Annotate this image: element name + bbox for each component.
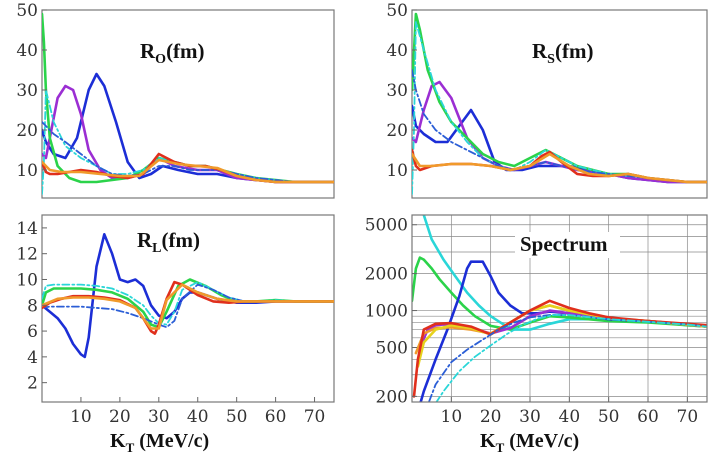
xlabel-main: K (110, 430, 126, 452)
plot-frame (411, 9, 708, 199)
plot-frame (41, 9, 335, 199)
xlabel-rest: (MeV/c) (134, 430, 209, 452)
x-tick-label: 40 (559, 407, 581, 427)
panel-title: RO(fm) (140, 39, 205, 67)
xlabel-sub: T (126, 440, 135, 455)
x-tick-label: 20 (109, 407, 131, 427)
panel-rl: 2 4 6 8 10 12 14 10 20 30 40 50 60 70 RL(fm) KT (MeV/… (16, 214, 335, 455)
x-tick-label: 30 (148, 407, 170, 427)
y-tick-label: 40 (386, 41, 408, 61)
title-rest: (fm) (162, 228, 200, 252)
x-tick-label: 50 (226, 407, 248, 427)
series-line-cyan-dashed (435, 314, 707, 402)
y-tick-label: 50 (386, 1, 408, 21)
title-sub: L (152, 241, 161, 256)
series-line-cyan-dashed (42, 89, 334, 195)
y-tick-label: 10 (386, 161, 408, 181)
x-tick-label: 40 (187, 407, 209, 427)
x-axis-label: KT (MeV/c) (480, 430, 579, 455)
y-tick-label: 5000 (365, 216, 408, 236)
y-tick-label: 6 (27, 322, 38, 342)
y-tick-label: 500 (376, 339, 408, 359)
y-tick-label: 20 (16, 121, 38, 141)
y-tick-label: 12 (16, 245, 38, 265)
panel-title: RS(fm) (532, 39, 593, 67)
y-tick-label: 30 (16, 81, 38, 101)
panel-title: RL(fm) (137, 228, 200, 256)
series-line-blue-dashed (427, 314, 707, 402)
series-line-blue-dashed (42, 283, 334, 329)
x-tick-label: 20 (480, 407, 502, 427)
plot-frame (411, 214, 708, 403)
x-tick-label: 60 (637, 407, 659, 427)
title-rest: (fm) (555, 39, 593, 63)
series-line-green (412, 256, 707, 331)
panel-rs: 10 20 30 40 50 RS(fm) (386, 1, 708, 199)
series-line-blue-dashed (42, 121, 334, 183)
y-tick-label: 4 (27, 348, 38, 368)
title-main: R (140, 39, 156, 63)
title-sub: S (547, 52, 555, 67)
title-rest: (fm) (166, 39, 204, 63)
panel-title: Spectrum (520, 232, 608, 256)
y-tick-label: 10 (16, 161, 38, 181)
xlabel-main: K (480, 430, 496, 452)
x-tick-label: 60 (265, 407, 287, 427)
y-tick-label: 10 (16, 270, 38, 290)
y-tick-label: 50 (16, 1, 38, 21)
x-tick-label: 30 (519, 407, 541, 427)
title-main: Spectrum (520, 232, 608, 256)
title-backdrop (515, 232, 620, 258)
panel-ro: 10 20 30 40 50 RO(fm) (16, 1, 335, 199)
xlabel-sub: T (496, 440, 505, 455)
y-tick-label: 8 (27, 296, 38, 316)
x-axis-label: KT (MeV/c) (110, 430, 209, 455)
y-tick-label: 200 (376, 387, 408, 407)
title-main: R (137, 228, 153, 252)
title-sub: O (155, 52, 166, 67)
series-line-orange (412, 152, 707, 184)
x-tick-label: 70 (304, 407, 326, 427)
series-line-orange (42, 283, 334, 330)
y-tick-label: 14 (16, 219, 38, 239)
y-tick-label: 20 (386, 121, 408, 141)
x-tick-label: 70 (677, 407, 699, 427)
x-tick-label: 10 (441, 407, 463, 427)
title-main: R (532, 39, 548, 63)
y-tick-label: 1000 (365, 302, 408, 322)
xlabel-rest: (MeV/c) (504, 430, 579, 452)
y-tick-label: 2000 (365, 265, 408, 285)
x-tick-label: 10 (70, 407, 92, 427)
series-line-red (412, 299, 707, 398)
y-tick-label: 30 (386, 81, 408, 101)
panel-spectrum: 200 500 1000 2000 5000 10 20 30 40 50 60 70 Spectru… (365, 214, 708, 455)
x-tick-label: 50 (598, 407, 620, 427)
y-tick-label: 2 (27, 374, 38, 394)
series-line-orange (42, 158, 334, 184)
y-tick-label: 40 (16, 41, 38, 61)
